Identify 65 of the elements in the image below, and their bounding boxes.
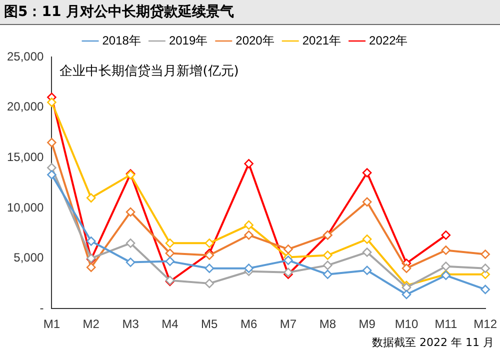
point — [47, 170, 56, 180]
chart-title: 图5：11 月对公中长期贷款延续景气 — [0, 0, 500, 25]
point — [322, 250, 332, 260]
legend-label: 2020年 — [236, 33, 274, 48]
x-tick-label: M10 — [394, 317, 418, 332]
y-tick-label: - — [40, 300, 44, 315]
point — [126, 207, 136, 217]
x-tick-label: M6 — [240, 317, 258, 332]
point — [402, 290, 412, 300]
point — [284, 244, 293, 254]
x-tick-label: M8 — [319, 317, 336, 332]
text: 数据截至 2022 年 11 月 — [371, 335, 494, 350]
point — [86, 262, 96, 272]
point — [480, 284, 490, 294]
point — [204, 278, 214, 288]
x-tick-label: M1 — [43, 317, 60, 332]
point — [362, 168, 372, 178]
legend-label: 2019年 — [168, 33, 208, 48]
point — [362, 266, 372, 276]
point — [480, 250, 490, 259]
y-tick-label: 15,000 — [7, 150, 44, 164]
x-tick-label: M9 — [358, 317, 376, 332]
x-tick-label: M3 — [122, 317, 140, 332]
point — [322, 260, 332, 270]
point — [204, 264, 214, 273]
point — [126, 258, 136, 267]
y-tick-label: 10,000 — [7, 200, 44, 214]
point — [204, 250, 214, 260]
legend-label: 2021年 — [302, 33, 342, 48]
x-tick-label: M4 — [162, 317, 179, 332]
point — [47, 98, 56, 107]
point — [165, 238, 175, 248]
point — [126, 238, 136, 248]
point — [322, 270, 332, 280]
y-axis-title: 企业中长期信贷当月新增(亿元) — [60, 64, 239, 79]
x-tick-label: M12 — [474, 317, 498, 332]
point — [441, 262, 451, 271]
point — [244, 220, 254, 230]
point — [204, 238, 214, 248]
point — [362, 234, 372, 244]
x-tick-label: M2 — [82, 317, 100, 332]
x-tick-label: M7 — [280, 317, 297, 332]
x-tick-label: M5 — [201, 317, 218, 332]
y-tick-label: 20,000 — [7, 100, 44, 114]
legend-label: 2018年 — [102, 33, 141, 48]
point — [362, 248, 372, 257]
point — [244, 264, 254, 273]
point — [441, 246, 451, 255]
point — [402, 264, 412, 273]
point — [244, 159, 254, 168]
x-tick-label: M11 — [434, 317, 458, 332]
point — [244, 230, 254, 240]
point — [480, 264, 490, 273]
y-tick-label: 5,000 — [14, 250, 44, 265]
legend-label: 2022年 — [369, 33, 408, 48]
point — [362, 197, 372, 207]
y-tick-label: 25,000 — [7, 49, 44, 64]
point — [47, 138, 56, 148]
point — [47, 163, 56, 172]
point — [165, 256, 175, 266]
point — [165, 248, 175, 258]
point — [441, 230, 451, 240]
point — [86, 236, 96, 246]
point — [86, 193, 96, 203]
point — [284, 256, 293, 265]
